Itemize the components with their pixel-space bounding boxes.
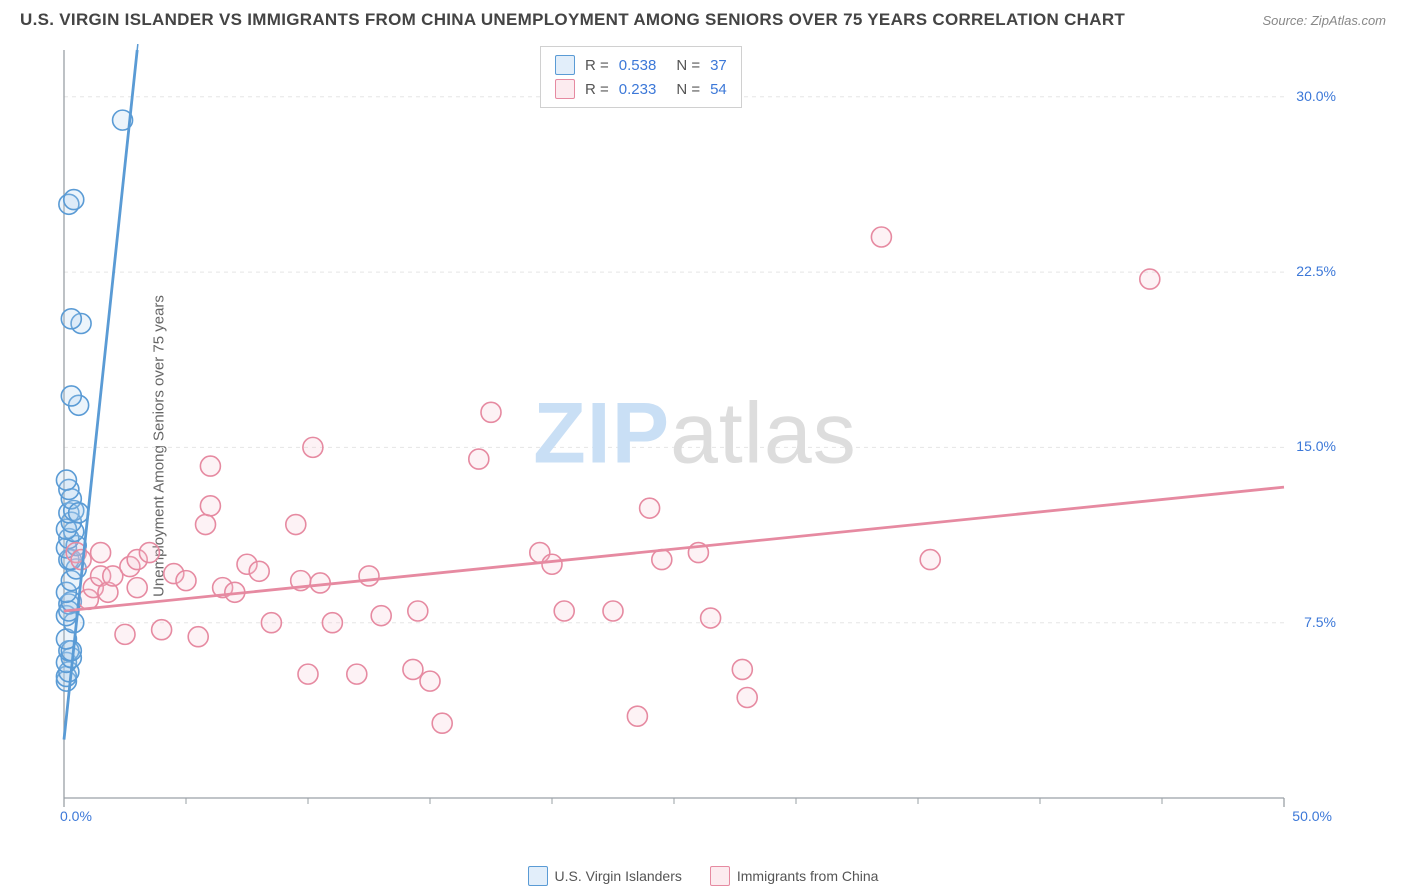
legend-n-value: 37	[710, 57, 727, 74]
scatter-plot: ZIPatlas R =0.538N =37R =0.233N =54	[50, 44, 1340, 824]
legend-n-label: N =	[676, 57, 700, 74]
correlation-legend: R = 0.538 N = 37 R = 0.233 N = 54	[540, 46, 742, 108]
legend-r-label: R =	[585, 57, 609, 74]
axis-tick-label: 22.5%	[1296, 263, 1336, 279]
series-legend: U.S. Virgin Islanders Immigrants from Chi…	[0, 866, 1406, 886]
chart-header: U.S. VIRGIN ISLANDER VS IMMIGRANTS FROM …	[0, 0, 1406, 34]
series-legend-label: Immigrants from China	[737, 868, 879, 884]
correlation-legend-row: R = 0.538 N = 37	[555, 53, 727, 77]
legend-swatch	[528, 866, 548, 886]
chart-source: Source: ZipAtlas.com	[1262, 13, 1386, 28]
correlation-legend-row: R = 0.233 N = 54	[555, 77, 727, 101]
legend-r-value: 0.233	[619, 81, 657, 98]
legend-r-label: R =	[585, 81, 609, 98]
axis-tick-label: 30.0%	[1296, 88, 1336, 104]
series-legend-label: U.S. Virgin Islanders	[555, 868, 682, 884]
legend-swatch	[555, 79, 575, 99]
chart-title: U.S. VIRGIN ISLANDER VS IMMIGRANTS FROM …	[20, 10, 1125, 30]
series-legend-item: U.S. Virgin Islanders	[528, 866, 682, 886]
axis-tick-label: 15.0%	[1296, 438, 1336, 454]
legend-swatch	[555, 55, 575, 75]
legend-r-value: 0.538	[619, 57, 657, 74]
axis-tick-label: 50.0%	[1292, 808, 1332, 824]
legend-n-value: 54	[710, 81, 727, 98]
plot-svg	[50, 44, 1340, 824]
axis-tick-label: 0.0%	[60, 808, 92, 824]
series-legend-item: Immigrants from China	[710, 866, 879, 886]
axis-tick-label: 7.5%	[1304, 614, 1336, 630]
legend-swatch	[710, 866, 730, 886]
legend-n-label: N =	[676, 81, 700, 98]
